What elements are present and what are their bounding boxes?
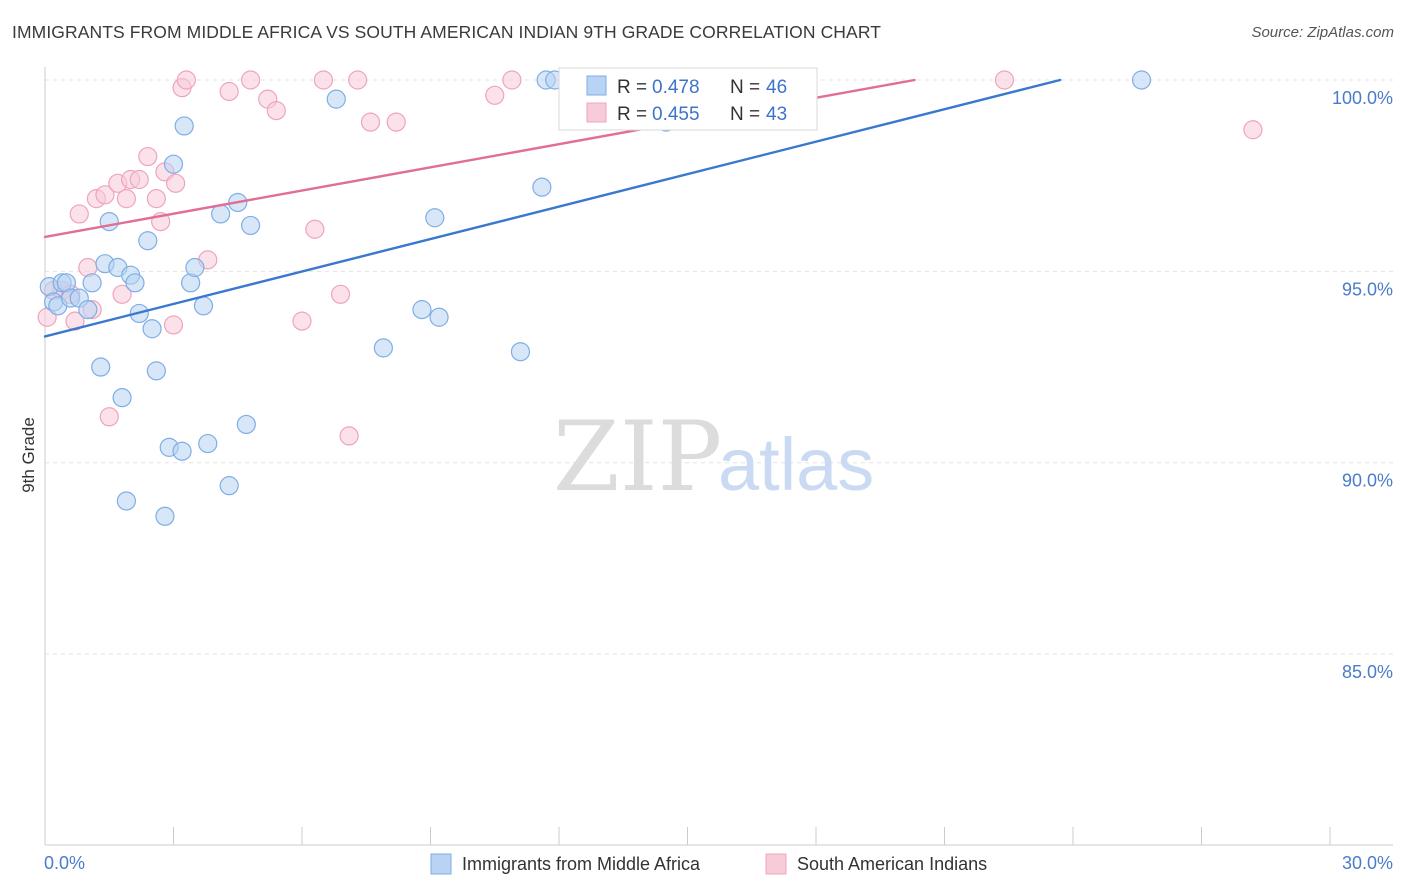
y-tick-label: 85.0% (1342, 662, 1393, 682)
point-south-american-indians (305, 219, 325, 239)
chart-source: Source: ZipAtlas.com (1251, 24, 1394, 41)
stats-legend: R = 0.478 N = 46 R = 0.455 N = 43 (558, 67, 818, 131)
x-tick-label: 30.0% (1342, 853, 1393, 873)
point-middle-africa (1131, 70, 1152, 90)
point-middle-africa (429, 307, 449, 327)
point-middle-africa (82, 273, 102, 293)
point-middle-africa (78, 300, 98, 320)
point-middle-africa (412, 300, 432, 320)
point-middle-africa (155, 506, 175, 526)
point-middle-africa (236, 414, 256, 435)
stats-n-label-blue: N = (730, 77, 760, 98)
point-south-american-indians (163, 315, 184, 335)
point-middle-africa (425, 208, 445, 228)
point-south-american-indians (219, 81, 239, 102)
point-middle-africa (198, 433, 218, 454)
point-middle-africa (373, 338, 393, 358)
point-south-american-indians (292, 311, 312, 331)
point-south-american-indians (348, 70, 368, 90)
legend-swatch-south-american-indians (765, 853, 787, 875)
stats-r-label-pink: R = (617, 104, 647, 125)
legend-swatch-middle-africa (430, 853, 452, 875)
stats-n-value-blue: 46 (766, 77, 787, 98)
watermark-atlas: atlas (718, 423, 874, 506)
point-south-american-indians (360, 112, 381, 132)
stats-r-value-pink: 0.455 (652, 104, 700, 125)
point-middle-africa (219, 476, 239, 496)
stats-n-label-pink: N = (730, 104, 760, 125)
point-south-american-indians (95, 185, 115, 205)
point-middle-africa (241, 215, 261, 236)
point-middle-africa (211, 204, 231, 224)
point-south-american-indians (112, 284, 132, 304)
point-south-american-indians (339, 426, 359, 446)
point-south-american-indians (330, 284, 351, 304)
point-middle-africa (185, 257, 205, 278)
watermark-zip: ZIP (553, 401, 722, 513)
point-south-american-indians (386, 112, 406, 132)
series-legend: Immigrants from Middle Africa South Amer… (430, 853, 987, 875)
point-middle-africa (172, 441, 192, 461)
y-tick-label: 90.0% (1342, 471, 1393, 491)
stats-r-label-blue: R = (617, 77, 647, 98)
point-south-american-indians (266, 101, 286, 121)
point-south-american-indians (994, 70, 1015, 90)
legend-label-south-american-indians: South American Indians (797, 854, 987, 874)
trend-lines (43, 78, 1062, 338)
point-south-american-indians (485, 85, 505, 105)
stats-r-value-blue: 0.478 (652, 77, 700, 98)
stats-swatch-blue (586, 75, 607, 96)
point-south-american-indians (146, 189, 166, 209)
point-middle-africa (193, 296, 214, 316)
point-south-american-indians (116, 189, 136, 209)
point-middle-africa (112, 388, 132, 408)
y-axis-label: 9th Grade (19, 417, 38, 493)
y-tick-label: 100.0% (1332, 88, 1393, 108)
point-middle-africa (142, 319, 162, 339)
point-south-american-indians (65, 311, 85, 331)
point-south-american-indians (129, 169, 149, 190)
point-middle-africa (91, 357, 111, 377)
stats-swatch-pink (586, 102, 607, 123)
legend-label-middle-africa: Immigrants from Middle Africa (462, 854, 701, 874)
point-south-american-indians (502, 70, 522, 90)
point-middle-africa (510, 342, 531, 362)
point-south-american-indians (1243, 120, 1263, 140)
watermark: ZIP atlas (553, 401, 874, 513)
tick-labels: 100.0% 95.0% 90.0% 85.0% 0.0% 30.0% (44, 88, 1393, 873)
point-middle-africa (174, 116, 194, 136)
point-south-american-indians (138, 146, 158, 167)
axes (44, 67, 1393, 846)
point-south-american-indians (166, 173, 186, 193)
point-middle-africa (138, 231, 158, 251)
point-middle-africa (163, 154, 184, 174)
trend-line-middle-africa (43, 78, 1062, 338)
x-tick-label: 0.0% (44, 853, 85, 873)
point-middle-africa (146, 361, 166, 381)
point-south-american-indians (241, 70, 261, 90)
point-middle-africa (99, 211, 119, 232)
chart-title: IMMIGRANTS FROM MIDDLE AFRICA VS SOUTH A… (12, 22, 882, 42)
point-middle-africa (125, 273, 145, 293)
point-middle-africa (116, 491, 136, 511)
y-tick-label: 95.0% (1342, 279, 1393, 299)
point-south-american-indians (99, 407, 119, 427)
point-middle-africa (326, 89, 346, 109)
point-south-american-indians (69, 204, 89, 224)
point-south-american-indians (313, 70, 334, 90)
point-south-american-indians (176, 70, 196, 90)
stats-n-value-pink: 43 (766, 104, 787, 125)
point-middle-africa (532, 177, 552, 197)
